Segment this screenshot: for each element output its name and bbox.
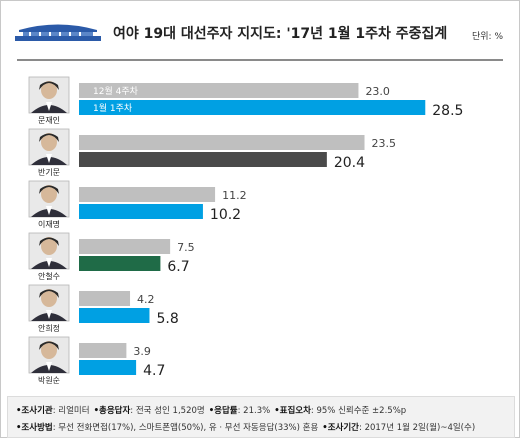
portrait-hair-icon [39,341,59,350]
portrait-face-icon [41,341,57,359]
bar-prev-week [79,187,216,202]
bar-current-week [79,308,150,323]
portrait-shirt-icon [46,206,52,215]
value-label-prev: 11.2 [222,189,247,202]
survey-info-key: •조사방법 [16,423,53,433]
value-label-prev: 3.9 [133,345,151,358]
value-label-current: 20.4 [334,155,365,171]
portrait-shirt-icon [46,310,52,319]
bar-prev-week [79,83,359,98]
survey-info-value: : 21.3% [237,406,271,416]
survey-info-line-1: •조사기관: 리얼미터 •총응답자: 전국 성인 1,520명 •응답률: 21.3… [16,404,410,416]
survey-info-key: •조사기관 [16,406,53,416]
value-label-current: 4.7 [143,363,165,379]
header: 여야 19대 대선주자 지지도: '17년 1월 1주차 주중집계 단위: % [1,1,519,61]
portrait-shirt-icon [46,154,52,163]
portrait-hair-icon [39,185,59,194]
portrait-shirt-icon [46,258,52,267]
value-label-current: 28.5 [432,103,463,119]
bar-prev-week [79,291,131,306]
survey-info-key: •총응답자 [93,406,131,416]
bar-prev-week [79,343,127,358]
survey-info-box: •조사기관: 리얼미터 •총응답자: 전국 성인 1,520명 •응답률: 21.3… [7,396,515,438]
value-label-current: 5.8 [156,311,178,327]
candidate-name-label: 이재명 [38,219,60,229]
value-label-prev: 23.5 [372,137,397,150]
survey-info-key: •응답률 [208,406,238,416]
legend-label-current-week: 1월 1주차 [93,102,133,114]
bar-current-week [79,256,161,271]
bar-current-week [79,152,327,167]
value-label-current: 10.2 [210,207,241,223]
portrait-hair-icon [39,133,59,142]
candidate-name-label: 안희정 [38,323,60,333]
portrait-face-icon [41,289,57,307]
survey-info-value: : 95% 신뢰수준 ±2.5%p [310,406,407,416]
chart-title: 여야 19대 대선주자 지지도: '17년 1월 1주차 주중집계 [113,26,448,42]
portrait-face-icon [41,185,57,203]
value-label-prev: 23.0 [365,85,390,98]
legend-label-prev-week: 12월 4주차 [93,85,139,97]
survey-info-value: : 전국 성인 1,520명 [130,406,205,416]
portrait-hair-icon [39,289,59,298]
value-label-current: 6.7 [167,259,189,275]
candidate-name-label: 문재인 [38,115,60,125]
portrait-face-icon [41,81,57,99]
bar-current-week [79,360,137,375]
header-divider [17,59,503,61]
candidate-name-label: 박원순 [38,375,60,385]
bar-current-week [79,204,203,219]
survey-info-value: : 2017년 1월 2일(월)~4일(수) [359,423,476,433]
unit-label: 단위: % [471,32,503,42]
candidate-name-label: 반기문 [38,168,60,177]
survey-info-line-2: •조사방법: 무선 전화면접(17%), 스마트폰앱(50%), 유 · 무선 … [16,421,479,433]
value-label-prev: 7.5 [177,241,195,254]
bar-current-week [79,100,426,115]
value-label-prev: 4.2 [137,293,155,306]
bar-prev-week [79,135,365,150]
survey-info-value: : 리얼미터 [52,406,90,416]
portrait-shirt-icon [46,362,52,371]
portrait-shirt-icon [46,102,52,111]
survey-info-key: •표집오차 [274,406,311,416]
portrait-face-icon [41,133,57,151]
bar-prev-week [79,239,171,254]
blue-house-logo-icon [15,24,101,41]
portrait-face-icon [41,237,57,255]
survey-info-value: : 무선 전화면접(17%), 스마트폰앱(50%), 유 · 무선 자동응답(… [52,423,319,433]
portrait-hair-icon [39,237,59,246]
survey-info-key: •조사기간 [322,423,359,433]
portrait-hair-icon [39,81,59,90]
candidate-name-label: 안철수 [38,271,60,281]
